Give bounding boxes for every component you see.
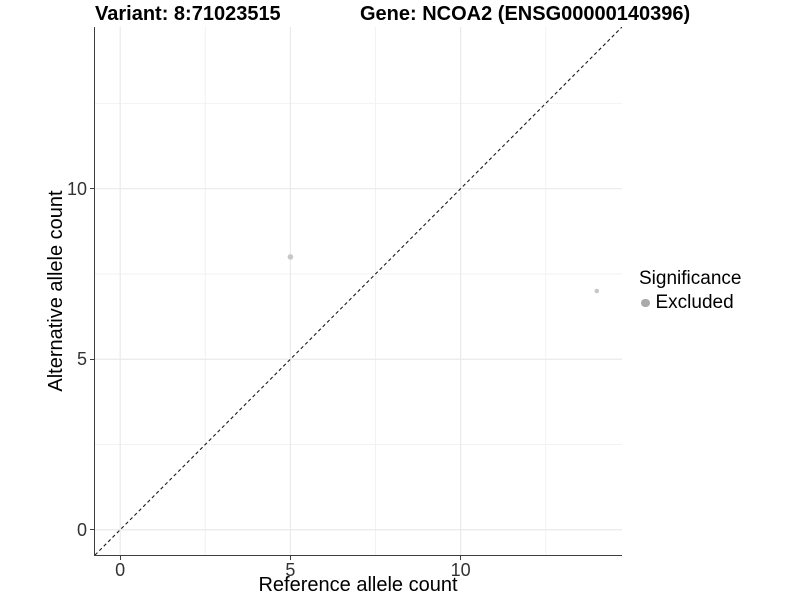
legend-significance: Significance Excluded xyxy=(639,268,741,314)
data-point xyxy=(287,254,294,260)
plot-panel xyxy=(95,27,622,555)
y-axis-line xyxy=(93,27,96,557)
x-tick-label: 5 xyxy=(285,560,296,580)
legend-item-label: Excluded xyxy=(655,292,734,313)
x-axis-title: Reference allele count xyxy=(258,574,458,596)
x-axis-tick xyxy=(460,556,462,561)
diagonal-reference-line xyxy=(95,27,622,555)
data-point xyxy=(594,288,600,294)
y-tick-label: 10 xyxy=(66,178,87,199)
y-tick-label: 5 xyxy=(76,349,87,370)
x-axis-line xyxy=(93,555,623,557)
x-axis-tick xyxy=(289,556,291,561)
x-tick-label: 10 xyxy=(450,560,471,580)
x-axis-tick xyxy=(119,556,121,561)
y-axis-tick xyxy=(89,358,94,360)
y-tick-label: 0 xyxy=(76,519,87,540)
y-axis-tick xyxy=(89,188,94,190)
legend-marker-icon xyxy=(641,298,650,308)
legend-items: Excluded xyxy=(639,292,741,314)
legend-title: Significance xyxy=(639,268,742,289)
legend-item: Excluded xyxy=(639,292,741,314)
plot-title-gene: Gene: NCOA2 (ENSG00000140396) xyxy=(360,3,691,25)
x-tick-label: 0 xyxy=(115,560,126,580)
y-axis-tick xyxy=(89,529,94,531)
plot-title-variant: Variant: 8:71023515 xyxy=(95,3,281,25)
